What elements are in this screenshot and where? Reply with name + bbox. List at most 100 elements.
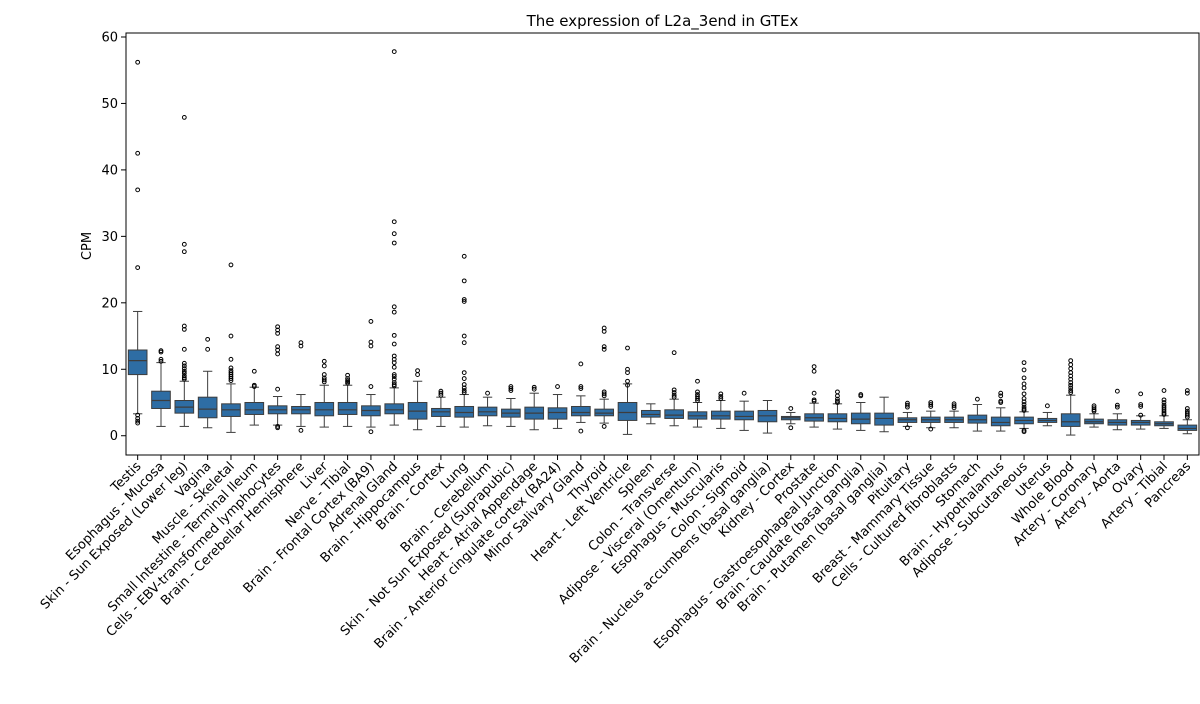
outlier-point [1068,380,1074,385]
box [850,412,871,425]
outlier-point [158,349,164,355]
outlier-point [158,356,164,362]
box-group [757,400,778,434]
outlier-point [135,187,141,193]
y-tick-label: 30 [101,230,118,245]
box-group [1014,360,1034,435]
outlier-point [181,249,187,255]
box-group [1154,388,1174,429]
outlier-point [181,346,187,352]
outlier-point [181,370,187,376]
outlier-point [461,253,467,259]
outlier-point [578,386,584,391]
box [710,410,731,420]
outlier-point [415,372,420,377]
outlier-point [508,388,514,393]
box [197,396,218,419]
box-group [780,406,801,431]
outlier-point [1068,382,1074,388]
outlier-point [368,343,374,349]
outlier-point [998,390,1004,396]
y-tick-label: 60 [101,30,118,45]
outlier-point [181,360,187,366]
box-group [197,336,218,429]
outlier-point [1068,385,1074,391]
outlier-point [321,377,327,383]
box [244,401,265,415]
outlier-point [695,396,700,401]
outlier-point [601,391,607,397]
box [874,412,894,426]
outlier-point [951,403,957,409]
outlier-point [625,382,630,388]
outlier-point [461,299,467,304]
box-group [641,403,661,425]
box [314,401,335,417]
box [454,405,475,418]
box-group [1060,358,1081,436]
box [967,414,988,424]
outlier-point [788,425,794,431]
outlier-point [1184,388,1190,393]
box-group [827,389,848,430]
outlier-point [228,378,234,383]
outlier-point [135,150,141,156]
outlier-point [251,384,257,389]
outlier-point [391,372,397,377]
outlier-point [438,390,444,396]
outlier-point [391,231,397,237]
outlier-point [1021,399,1027,405]
box-group [314,358,335,428]
outlier-point [1138,404,1144,409]
outlier-point [298,343,304,349]
box-group [1084,403,1104,428]
box-group [337,372,358,427]
outlier-point [135,418,141,424]
outlier-point [858,393,864,399]
outlier-point [601,393,607,399]
box-group [571,361,591,434]
outlier-point [835,400,840,405]
y-tick-label: 40 [101,163,118,178]
outlier-point [1021,360,1027,366]
box-group [687,378,708,428]
box-group [361,319,381,435]
box-group [874,396,894,433]
outlier-point [391,364,397,370]
box [547,407,568,420]
outlier-point [928,402,934,407]
outlier-point [391,341,397,347]
outlier-point [695,378,700,384]
outlier-point [578,361,584,367]
box-group [1130,391,1151,430]
outlier-point [368,384,374,389]
outlier-point [228,376,234,381]
outlier-point [811,398,817,404]
box [827,413,848,423]
outlier-point [205,346,211,352]
outlier-point [181,376,187,382]
outlier-point [1114,404,1120,410]
outlier-point [671,387,677,393]
outlier-point [345,380,350,386]
outlier-point [625,370,630,375]
outlier-point [1021,375,1027,381]
outlier-point [158,358,164,364]
outlier-point [228,262,234,268]
box [617,401,638,421]
box [384,403,405,415]
outlier-point [601,424,607,429]
box-group [127,59,148,426]
box-group [990,390,1011,432]
outlier-point [811,364,817,370]
outlier-point [671,394,677,400]
outlier-point [461,385,467,391]
box [127,349,148,376]
outlier-point [135,59,141,65]
outlier-point [135,420,141,426]
outlier-point [275,386,281,392]
outlier-point [1114,402,1120,408]
outlier-point [135,265,141,270]
plot-frame [125,32,1200,456]
box-group [431,388,451,427]
